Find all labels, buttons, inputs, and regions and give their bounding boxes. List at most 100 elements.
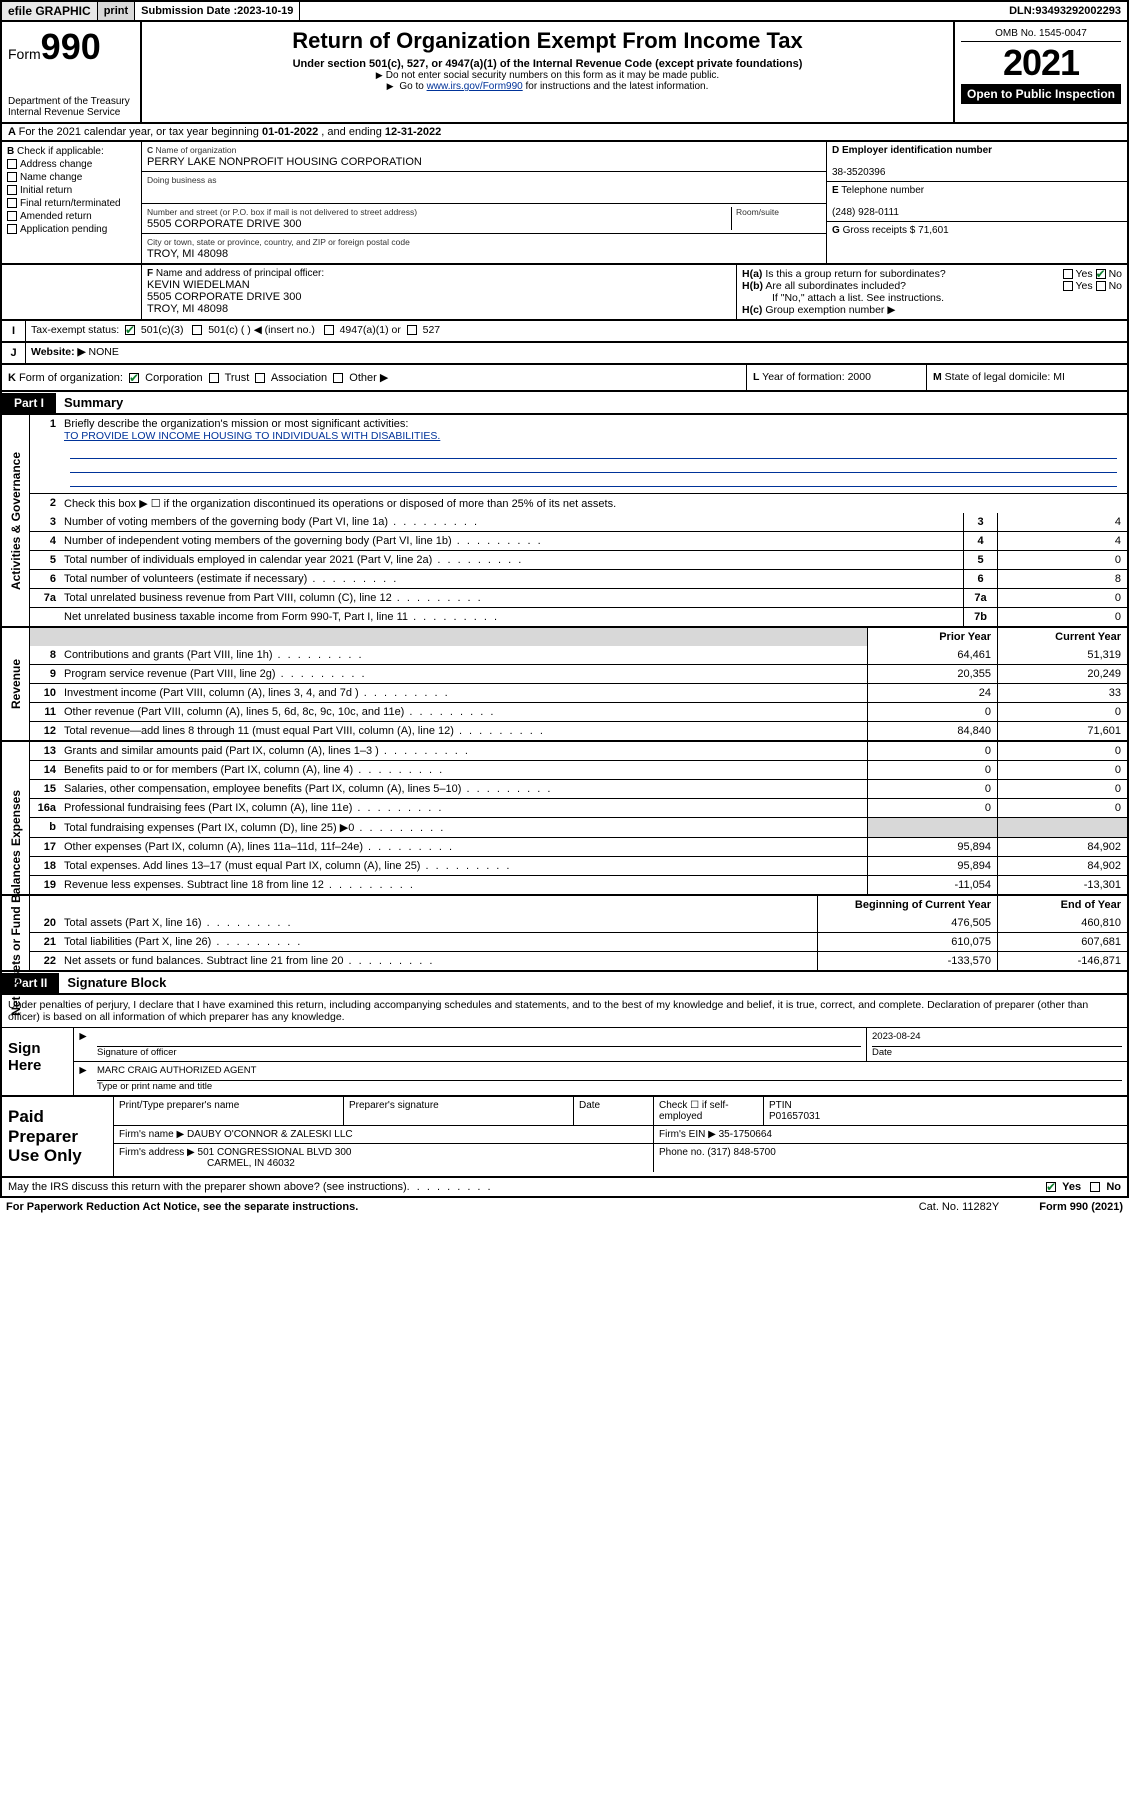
line1-desc: Briefly describe the organization's miss… xyxy=(60,415,1127,493)
row-desc: Grants and similar amounts paid (Part IX… xyxy=(60,742,867,760)
col-b: B Check if applicable: Address change Na… xyxy=(2,142,142,263)
pra-notice: For Paperwork Reduction Act Notice, see … xyxy=(6,1201,358,1213)
row-desc: Total unrelated business revenue from Pa… xyxy=(60,589,963,607)
ha-yes[interactable] xyxy=(1063,269,1073,279)
net-hdr-desc xyxy=(60,896,817,914)
opt-trust: Trust xyxy=(225,372,250,384)
dba-label: Doing business as xyxy=(147,175,216,185)
row-desc: Total assets (Part X, line 16) xyxy=(60,914,817,932)
row-prior: 95,894 xyxy=(867,857,997,875)
dept-label: Department of the Treasury xyxy=(8,96,134,107)
chk-501c[interactable] xyxy=(192,325,202,335)
row-desc: Total revenue—add lines 8 through 11 (mu… xyxy=(60,722,867,740)
chk-address-change[interactable] xyxy=(7,159,17,169)
row-curr: 460,810 xyxy=(997,914,1127,932)
part1-header: Part I Summary xyxy=(0,392,1129,415)
hb-label: Are all subordinates included? xyxy=(765,280,906,292)
c-dba-row: Doing business as xyxy=(142,172,826,204)
line1-num: 1 xyxy=(30,415,60,493)
row-prior xyxy=(867,818,997,837)
row-curr: 33 xyxy=(997,684,1127,702)
chk-amended[interactable] xyxy=(7,211,17,221)
discuss-yes[interactable] xyxy=(1046,1182,1056,1192)
part1-tag: Part I xyxy=(2,393,56,413)
row-box: 4 xyxy=(963,532,997,550)
self-emp-label: Check ☐ if self-employed xyxy=(654,1097,764,1125)
row-prior: 20,355 xyxy=(867,665,997,683)
subtitle-3: Go to www.irs.gov/Form990 for instructio… xyxy=(148,81,947,92)
hb-no[interactable] xyxy=(1096,281,1106,291)
block-b-to-g: B Check if applicable: Address change Na… xyxy=(0,142,1129,265)
row-desc: Net assets or fund balances. Subtract li… xyxy=(60,952,817,970)
m-val: MI xyxy=(1053,371,1065,383)
row-desc: Net unrelated business taxable income fr… xyxy=(60,608,963,626)
row-prior: 64,461 xyxy=(867,646,997,664)
chk-assoc[interactable] xyxy=(255,373,265,383)
hb-yes[interactable] xyxy=(1063,281,1073,291)
chk-4947[interactable] xyxy=(324,325,334,335)
ptin-value: P01657031 xyxy=(769,1111,820,1122)
sig-arrow-icon: ▶ xyxy=(74,1028,92,1061)
chk-527[interactable] xyxy=(407,325,417,335)
discuss-no[interactable] xyxy=(1090,1182,1100,1192)
data-row: 12Total revenue—add lines 8 through 11 (… xyxy=(30,721,1127,740)
row-desc: Investment income (Part VIII, column (A)… xyxy=(60,684,867,702)
data-row: 13Grants and similar amounts paid (Part … xyxy=(30,742,1127,760)
chk-final[interactable] xyxy=(7,198,17,208)
net-hdr-num xyxy=(30,896,60,914)
row-prior: 24 xyxy=(867,684,997,702)
chk-trust[interactable] xyxy=(209,373,219,383)
chk-corp[interactable] xyxy=(129,373,139,383)
print-button[interactable]: print xyxy=(98,2,135,20)
chk-501c3[interactable] xyxy=(125,325,135,335)
data-row: bTotal fundraising expenses (Part IX, co… xyxy=(30,817,1127,837)
row-prior: 610,075 xyxy=(817,933,997,951)
row-box: 3 xyxy=(963,513,997,531)
line2-desc: Check this box ▶ ☐ if the organization d… xyxy=(60,494,1127,513)
row-desc: Professional fundraising fees (Part IX, … xyxy=(60,799,867,817)
row-num: 6 xyxy=(30,570,60,588)
data-row: 15Salaries, other compensation, employee… xyxy=(30,779,1127,798)
row-num: 10 xyxy=(30,684,60,702)
form-number: Form990 xyxy=(8,26,134,68)
chk-name-change[interactable] xyxy=(7,172,17,182)
row-val: 0 xyxy=(997,608,1127,626)
sign-here-label: Sign Here xyxy=(2,1028,74,1095)
row-curr: 0 xyxy=(997,703,1127,721)
opt-501c: 501(c) ( ) ◀ (insert no.) xyxy=(208,324,315,336)
ha-no[interactable] xyxy=(1096,269,1106,279)
submission-label: Submission Date : xyxy=(141,5,237,17)
chk-pending[interactable] xyxy=(7,224,17,234)
row-prior: 476,505 xyxy=(817,914,997,932)
i-content: Tax-exempt status: 501(c)(3) 501(c) ( ) … xyxy=(26,321,1127,341)
chk-other[interactable] xyxy=(333,373,343,383)
chk-initial[interactable] xyxy=(7,185,17,195)
sig-of-officer-label: Signature of officer xyxy=(97,1047,177,1058)
firm-ein-label: Firm's EIN ▶ xyxy=(659,1129,716,1140)
rev-body: Prior Year Current Year 8Contributions a… xyxy=(30,628,1127,740)
a-end: 12-31-2022 xyxy=(385,126,441,138)
e-phone-row: E Telephone number (248) 928-0111 xyxy=(827,182,1127,222)
row-val: 0 xyxy=(997,551,1127,569)
sig-arrow2-icon: ▶ xyxy=(74,1062,92,1095)
officer-addr2: TROY, MI 48098 xyxy=(147,303,228,315)
mission-text: TO PROVIDE LOW INCOME HOUSING TO INDIVID… xyxy=(64,430,440,442)
data-row: 9Program service revenue (Part VIII, lin… xyxy=(30,664,1127,683)
submission-date-value: 2023-10-19 xyxy=(237,5,293,17)
row-num: 15 xyxy=(30,780,60,798)
firm-name: DAUBY O'CONNOR & ZALESKI LLC xyxy=(187,1129,353,1140)
ha-label: Is this a group return for subordinates? xyxy=(765,268,945,280)
discuss-answer: Yes No xyxy=(1046,1181,1121,1193)
b-label: Check if applicable: xyxy=(17,146,104,157)
row-desc: Number of independent voting members of … xyxy=(60,532,963,550)
row-box: 6 xyxy=(963,570,997,588)
paid-label: Paid Preparer Use Only xyxy=(2,1097,114,1176)
gov-row: 6Total number of volunteers (estimate if… xyxy=(30,569,1127,588)
gross-value: 71,601 xyxy=(918,225,949,236)
irs-label: Internal Revenue Service xyxy=(8,107,134,118)
vlabel-exp-text: Expenses xyxy=(9,790,23,846)
data-row: 22Net assets or fund balances. Subtract … xyxy=(30,951,1127,970)
footer-last: For Paperwork Reduction Act Notice, see … xyxy=(0,1198,1129,1216)
form990-link[interactable]: www.irs.gov/Form990 xyxy=(427,81,523,92)
hc-label: Group exemption number ▶ xyxy=(765,304,895,316)
